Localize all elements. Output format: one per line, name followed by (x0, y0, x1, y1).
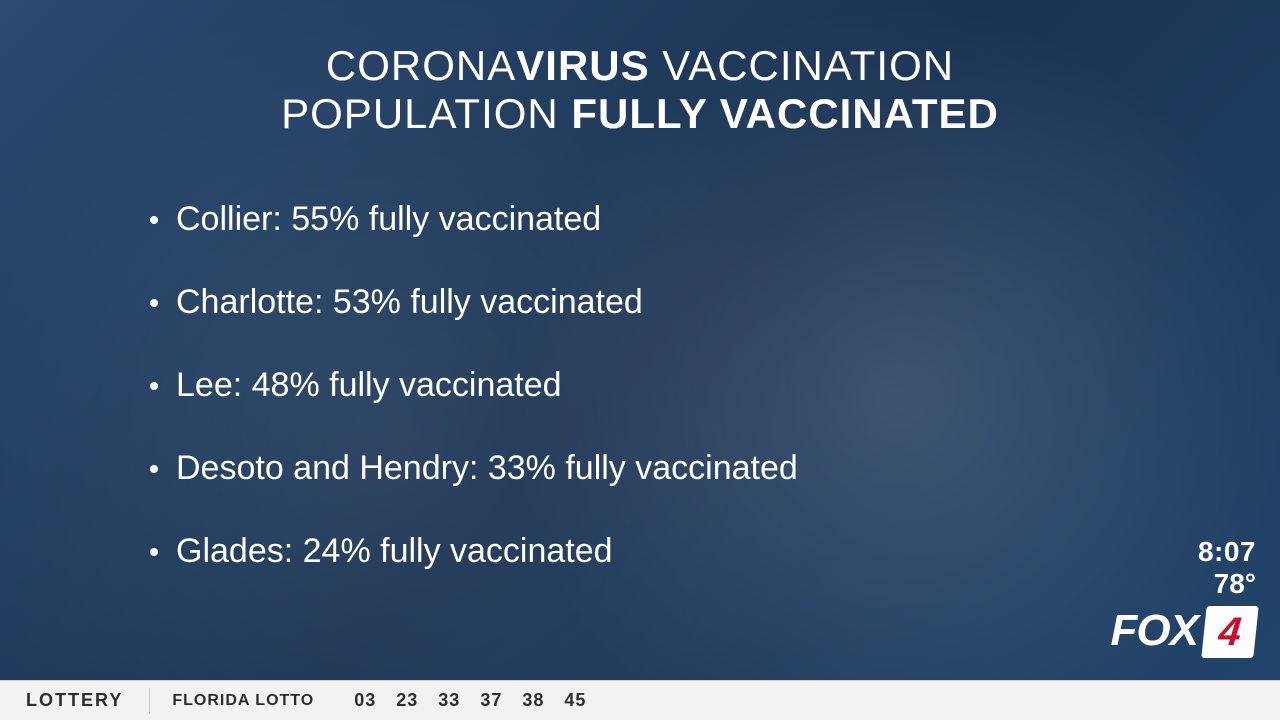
clock-time: 8:07 (1111, 536, 1256, 568)
lottery-number: 45 (564, 690, 586, 711)
list-item: Collier: 55% fully vaccinated (150, 200, 1160, 239)
list-item: Desoto and Hendry: 33% fully vaccinated (150, 449, 1160, 488)
bullet-dot-icon (150, 382, 158, 390)
title-part: VIRUS (516, 42, 649, 89)
ticker-numbers: 03 23 33 37 38 45 (336, 690, 586, 711)
title-line-2: POPULATION FULLY VACCINATED (0, 90, 1280, 138)
title-block: CORONAVIRUS VACCINATION POPULATION FULLY… (0, 42, 1280, 139)
bullet-dot-icon (150, 548, 158, 556)
bullet-text: Lee: 48% fully vaccinated (176, 366, 562, 405)
temperature: 78° (1111, 568, 1256, 600)
title-part: POPULATION (281, 90, 571, 137)
list-item: Charlotte: 53% fully vaccinated (150, 283, 1160, 322)
lottery-ticker: LOTTERY FLORIDA LOTTO 03 23 33 37 38 45 (0, 680, 1280, 720)
station-logo: FOX 4 (1111, 606, 1256, 659)
list-item: Lee: 48% fully vaccinated (150, 366, 1160, 405)
bullet-dot-icon (150, 299, 158, 307)
logo-text: FOX (1111, 606, 1198, 656)
title-line-1: CORONAVIRUS VACCINATION (0, 42, 1280, 90)
bullet-list: Collier: 55% fully vaccinated Charlotte:… (150, 200, 1160, 615)
lottery-number: 38 (522, 690, 544, 711)
lottery-number: 33 (438, 690, 460, 711)
bullet-text: Desoto and Hendry: 33% fully vaccinated (176, 449, 798, 488)
bullet-dot-icon (150, 216, 158, 224)
broadcast-frame: CORONAVIRUS VACCINATION POPULATION FULLY… (0, 0, 1280, 720)
bullet-dot-icon (150, 465, 158, 473)
list-item: Glades: 24% fully vaccinated (150, 532, 1160, 571)
lottery-number: 03 (354, 690, 376, 711)
ticker-label: LOTTERY (0, 690, 149, 711)
logo-number: 4 (1201, 606, 1258, 658)
bullet-text: Glades: 24% fully vaccinated (176, 532, 613, 571)
title-part: FULLY VACCINATED (571, 90, 998, 137)
corner-info: 8:07 78° FOX 4 (1111, 536, 1256, 659)
ticker-game: FLORIDA LOTTO (150, 692, 336, 710)
title-part: VACCINATION (650, 42, 954, 89)
lottery-number: 37 (480, 690, 502, 711)
bullet-text: Collier: 55% fully vaccinated (176, 200, 601, 239)
bullet-text: Charlotte: 53% fully vaccinated (176, 283, 643, 322)
lottery-number: 23 (396, 690, 418, 711)
title-part: CORONA (326, 42, 516, 89)
